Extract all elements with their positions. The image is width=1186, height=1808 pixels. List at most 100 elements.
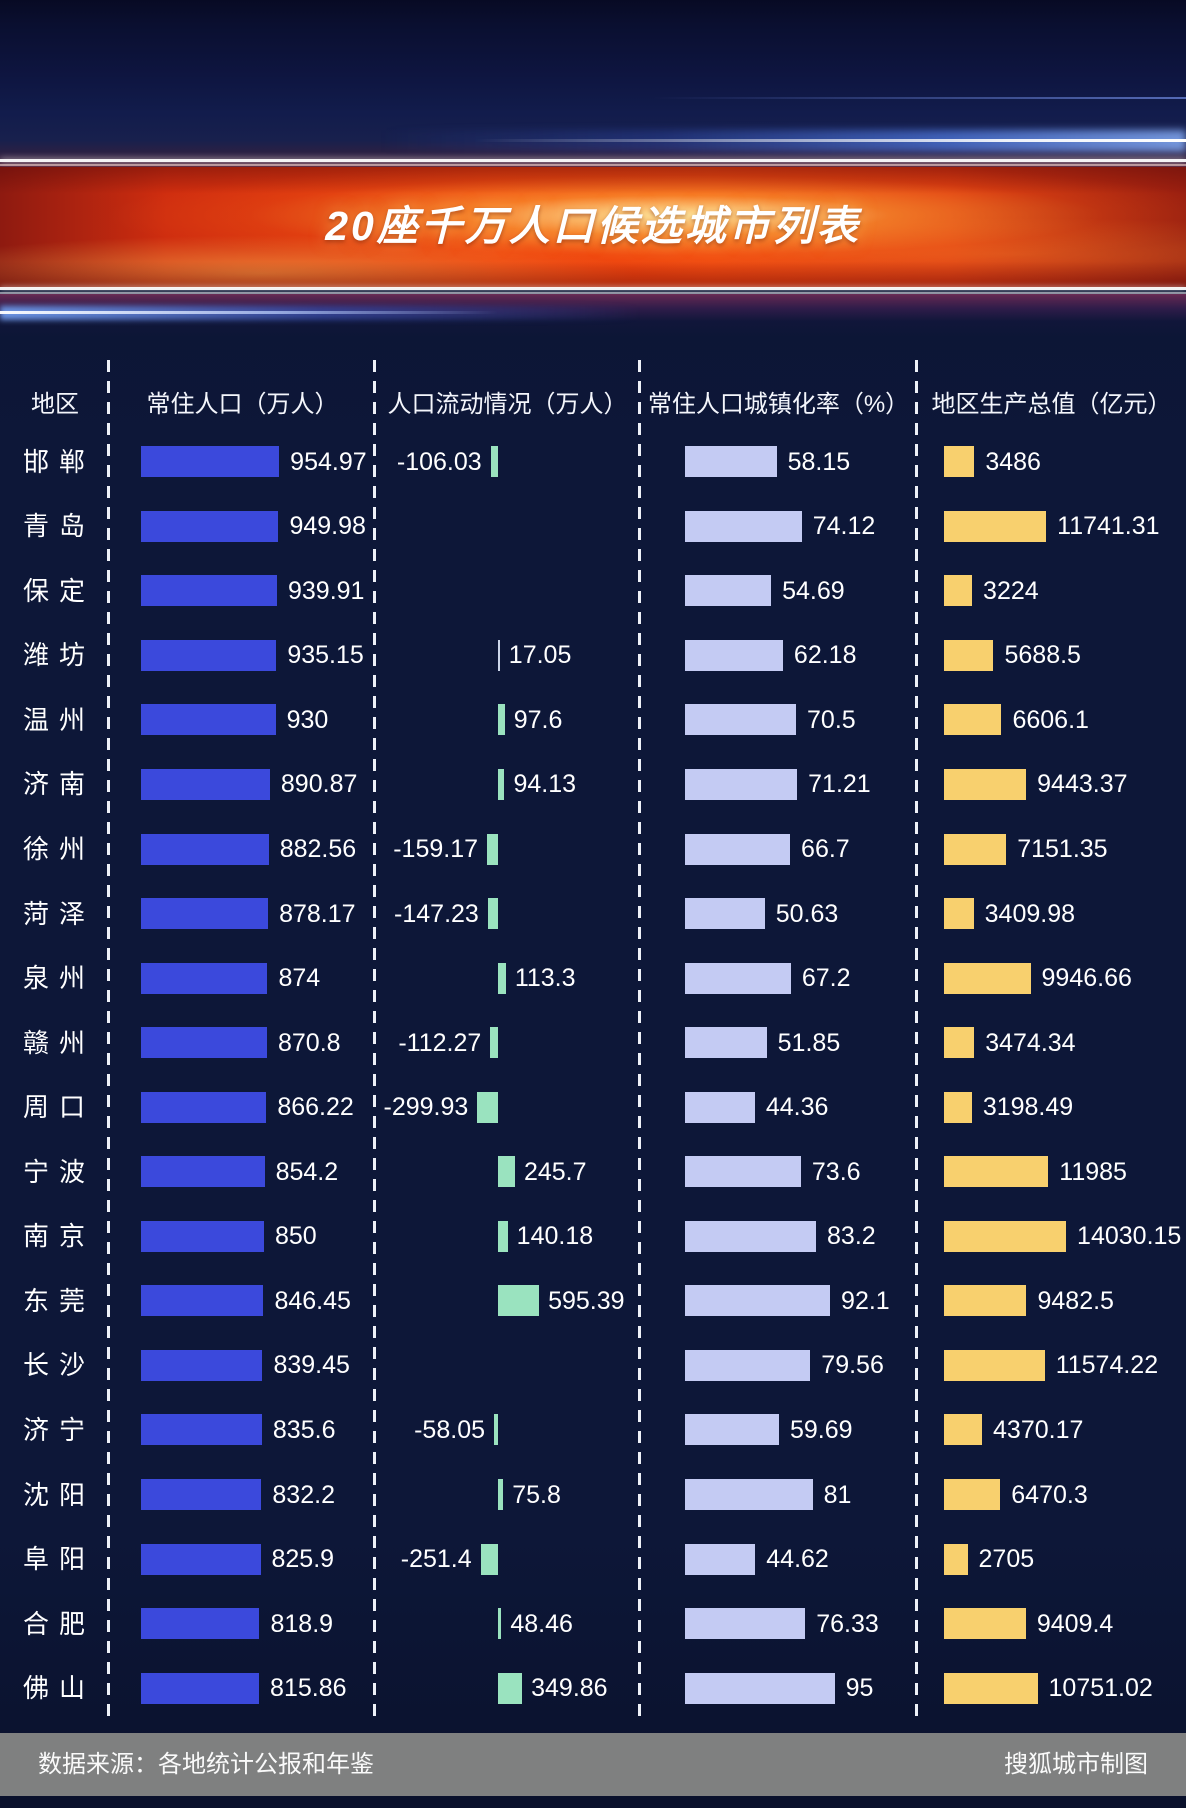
- city-label: 长沙: [22, 1350, 95, 1381]
- gdp-bar: [944, 1414, 983, 1446]
- urbanization-value: 51.85: [777, 1028, 841, 1057]
- flow-bar: [490, 1027, 498, 1059]
- urbanization-bar: [685, 1349, 811, 1381]
- table-row: 宁波 854.2 245.7 73.6 11985: [0, 1140, 1186, 1205]
- banner-divider-line: [0, 292, 1186, 294]
- table-row: 南京 850 140.18 83.2 14030.15: [0, 1204, 1186, 1269]
- flow-value: 349.86: [531, 1674, 608, 1703]
- population-bar: [141, 833, 269, 865]
- flow-bar: [498, 704, 505, 736]
- flow-bar: [480, 1543, 498, 1575]
- table-row: 菏泽 878.17 -147.23 50.63 3409.98: [0, 882, 1186, 947]
- population-bar: [141, 1027, 267, 1059]
- column-separator: [915, 360, 918, 1725]
- population-value: 870.8: [278, 1028, 341, 1057]
- gdp-bar: [944, 639, 994, 671]
- light-streak-icon: [474, 139, 1186, 142]
- flow-bar: [498, 1672, 523, 1704]
- city-label: 合肥: [22, 1608, 95, 1639]
- col-header-urbanization: 常住人口城镇化率（%）: [647, 391, 910, 418]
- urbanization-value: 76.33: [816, 1609, 879, 1638]
- flow-value: -251.4: [400, 1545, 472, 1574]
- gdp-bar: [944, 1608, 1026, 1640]
- population-bar: [141, 962, 268, 994]
- population-bar: [141, 1672, 260, 1704]
- urbanization-value: 44.36: [765, 1093, 829, 1122]
- gdp-value: 5688.5: [1004, 641, 1081, 670]
- table-row: 济南 890.87 94.13 71.21 9443.37: [0, 752, 1186, 817]
- population-value: 939.91: [288, 576, 365, 605]
- urbanization-value: 71.21: [808, 770, 871, 799]
- flow-value: 75.8: [512, 1480, 561, 1509]
- urbanization-bar: [685, 1479, 813, 1510]
- column-separator: [638, 360, 641, 1725]
- gdp-bar: [944, 510, 1047, 542]
- flow-value: -106.03: [396, 447, 482, 476]
- flow-bar: [498, 962, 506, 994]
- flow-bar: [498, 1608, 502, 1640]
- population-bar: [141, 1091, 267, 1123]
- city-label: 青岛: [22, 511, 95, 542]
- urbanization-bar: [685, 1027, 767, 1059]
- gdp-bar: [944, 833, 1007, 865]
- population-value: 874: [278, 964, 321, 993]
- gdp-value: 3486: [985, 447, 1041, 476]
- population-value: 930: [286, 705, 329, 734]
- urbanization-bar: [685, 833, 791, 865]
- urbanization-bar: [685, 510, 802, 542]
- table-row: 邯郸 954.97 -106.03 58.15 3486: [0, 430, 1186, 495]
- gdp-bar: [944, 575, 973, 607]
- gdp-value: 6606.1: [1012, 705, 1089, 734]
- banner-divider-line: [0, 164, 1186, 166]
- gdp-value: 10751.02: [1048, 1674, 1153, 1703]
- urbanization-bar: [685, 768, 798, 800]
- urbanization-value: 59.69: [790, 1415, 853, 1444]
- urbanization-bar: [685, 575, 772, 607]
- population-bar: [141, 1349, 263, 1381]
- table-row: 周口 866.22 -299.93 44.36 3198.49: [0, 1075, 1186, 1140]
- urbanization-bar: [685, 639, 783, 671]
- urbanization-bar: [685, 1414, 779, 1446]
- city-label: 保定: [22, 575, 95, 606]
- flow-bar: [498, 639, 500, 671]
- population-value: 818.9: [270, 1609, 334, 1638]
- col-header-region: 地区: [31, 391, 79, 418]
- urbanization-value: 79.56: [821, 1351, 884, 1380]
- city-label: 潍坊: [22, 640, 95, 671]
- urbanization-bar: [685, 1608, 806, 1640]
- population-bar: [141, 1543, 261, 1575]
- city-label: 济宁: [22, 1414, 95, 1445]
- population-value: 954.97: [290, 447, 367, 476]
- banner-red-band: [0, 167, 1186, 288]
- gdp-bar: [944, 768, 1027, 800]
- gdp-bar: [944, 898, 974, 930]
- urbanization-value: 54.69: [782, 576, 845, 605]
- flow-value: -112.27: [398, 1028, 482, 1057]
- population-value: 949.98: [289, 512, 366, 541]
- table-row: 长沙 839.45 79.56 11574.22: [0, 1333, 1186, 1398]
- table-row: 阜阳 825.9 -251.4 44.62 2705: [0, 1527, 1186, 1592]
- population-bar: [141, 1220, 264, 1252]
- gdp-bar: [944, 446, 975, 478]
- flow-value: 595.39: [548, 1286, 625, 1315]
- flow-value: -147.23: [394, 899, 479, 928]
- gdp-value: 3224: [983, 576, 1039, 605]
- urbanization-bar: [685, 1220, 817, 1252]
- population-value: 846.45: [274, 1286, 351, 1315]
- urbanization-value: 95: [845, 1674, 874, 1703]
- gdp-value: 9409.4: [1036, 1609, 1114, 1638]
- flow-bar: [487, 898, 498, 930]
- population-bar: [141, 1414, 262, 1446]
- gdp-bar: [944, 1220, 1067, 1252]
- city-label: 邯郸: [22, 446, 95, 477]
- table-row: 合肥 818.9 48.46 76.33 9409.4: [0, 1592, 1186, 1657]
- city-label: 徐州: [22, 834, 95, 864]
- gdp-value: 6470.3: [1011, 1480, 1088, 1509]
- population-value: 832.2: [272, 1480, 335, 1509]
- urbanization-bar: [685, 898, 765, 930]
- flow-value: 140.18: [516, 1222, 594, 1251]
- population-value: 835.6: [272, 1415, 336, 1444]
- population-value: 878.17: [279, 899, 356, 928]
